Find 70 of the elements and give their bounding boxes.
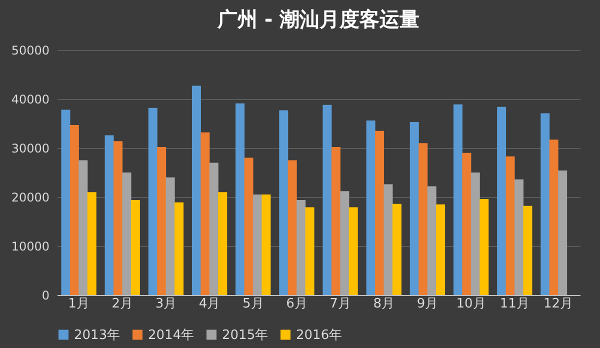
bar (384, 184, 393, 295)
y-tick-label: 30000 (11, 142, 50, 156)
y-tick-label: 20000 (11, 190, 50, 204)
bar (305, 207, 314, 295)
bar (209, 162, 218, 295)
bar (523, 206, 532, 295)
x-tick-label: 2月 (112, 296, 134, 312)
bar (78, 160, 88, 295)
x-tick-label: 6月 (286, 296, 308, 312)
bar (236, 103, 245, 295)
x-tick-label: 8月 (373, 296, 395, 312)
bar (279, 110, 288, 295)
bar (61, 110, 70, 295)
bar (427, 186, 436, 295)
bar (288, 160, 297, 295)
y-tick-label: 0 (42, 288, 50, 302)
x-tick-label: 10月 (456, 296, 486, 312)
x-tick-label: 3月 (155, 296, 177, 312)
bar (218, 192, 228, 295)
bar (87, 192, 96, 295)
bar (104, 135, 114, 295)
x-tick-label: 4月 (198, 296, 220, 312)
bar (157, 147, 166, 295)
bar (453, 104, 462, 295)
x-tick-label: 9月 (416, 296, 438, 312)
bar (244, 158, 254, 295)
x-tick-label: 5月 (242, 296, 264, 312)
bar (331, 147, 340, 295)
bar (480, 198, 489, 295)
legend-label: 2016年 (296, 328, 342, 343)
bar (262, 194, 271, 295)
bar (348, 207, 358, 295)
bar (436, 204, 446, 295)
x-tick-label: 7月 (330, 296, 351, 312)
legend-label: 2015年 (222, 328, 268, 343)
bar (514, 179, 524, 295)
y-tick-label: 10000 (11, 240, 50, 254)
bar (558, 170, 568, 295)
bar (192, 86, 201, 295)
bar (296, 200, 306, 295)
legend-label: 2013年 (74, 328, 120, 343)
bar (174, 202, 184, 295)
bar (470, 172, 480, 295)
bar (418, 143, 428, 295)
bar (549, 140, 558, 295)
chart-title: 广州 - 潮汕月度客运量 (216, 7, 420, 31)
bar (200, 132, 210, 295)
y-tick-label: 40000 (11, 92, 50, 106)
bar (392, 204, 402, 295)
bar (506, 156, 515, 295)
bar (410, 122, 419, 295)
bar (148, 108, 158, 295)
x-tick-label: 11月 (500, 296, 530, 312)
bar (130, 200, 140, 295)
bar (166, 177, 175, 295)
bar (322, 104, 332, 295)
bar (462, 152, 472, 295)
bar (252, 194, 262, 295)
legend-label: 2014年 (148, 328, 194, 343)
bar (366, 120, 376, 295)
bar (340, 191, 350, 295)
bar (497, 106, 506, 295)
bar (114, 141, 123, 295)
bar (375, 130, 384, 295)
bar (122, 172, 132, 295)
x-tick-label: 1月 (68, 296, 90, 312)
bar (540, 113, 550, 295)
bar (70, 124, 79, 295)
y-tick-label: 50000 (11, 44, 50, 58)
x-tick-label: 12月 (543, 296, 573, 312)
